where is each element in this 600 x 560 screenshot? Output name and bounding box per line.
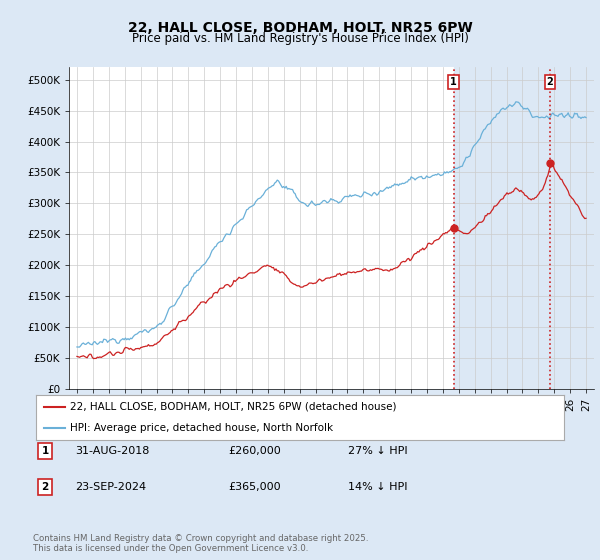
Bar (454, 67, 594, 389)
Text: 23-SEP-2024: 23-SEP-2024 (75, 482, 146, 492)
Text: £365,000: £365,000 (228, 482, 281, 492)
Text: HPI: Average price, detached house, North Norfolk: HPI: Average price, detached house, Nort… (70, 422, 334, 432)
Text: 31-AUG-2018: 31-AUG-2018 (75, 446, 149, 456)
Text: 14% ↓ HPI: 14% ↓ HPI (348, 482, 407, 492)
Text: 2: 2 (547, 77, 553, 87)
Text: Price paid vs. HM Land Registry's House Price Index (HPI): Price paid vs. HM Land Registry's House … (131, 32, 469, 45)
Text: £260,000: £260,000 (228, 446, 281, 456)
Text: 27% ↓ HPI: 27% ↓ HPI (348, 446, 407, 456)
Text: 2: 2 (41, 482, 49, 492)
Text: Contains HM Land Registry data © Crown copyright and database right 2025.
This d: Contains HM Land Registry data © Crown c… (33, 534, 368, 553)
Text: 22, HALL CLOSE, BODHAM, HOLT, NR25 6PW: 22, HALL CLOSE, BODHAM, HOLT, NR25 6PW (128, 21, 472, 35)
Text: 1: 1 (450, 77, 457, 87)
Text: 1: 1 (41, 446, 49, 456)
Text: 22, HALL CLOSE, BODHAM, HOLT, NR25 6PW (detached house): 22, HALL CLOSE, BODHAM, HOLT, NR25 6PW (… (70, 402, 397, 412)
